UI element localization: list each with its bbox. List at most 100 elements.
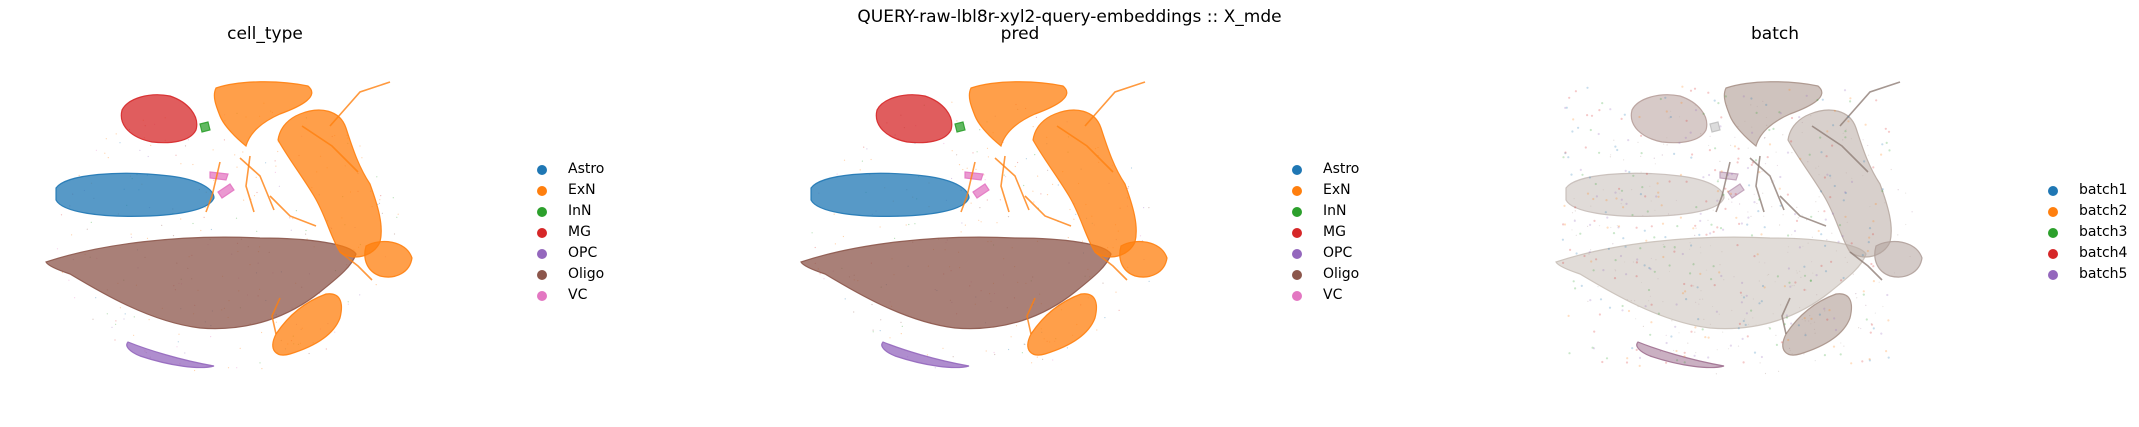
- cluster-exnRight: [364, 240, 413, 278]
- trajectory-strand: [1749, 157, 1785, 211]
- cluster-exnTop: [968, 81, 1068, 148]
- legend-marker: [537, 164, 547, 175]
- legend-item: Oligo: [537, 264, 604, 285]
- legend-item: batch2: [2048, 201, 2127, 222]
- legend-marker: [537, 227, 547, 238]
- legend-marker: [537, 290, 547, 301]
- legend-item: ExN: [537, 180, 604, 201]
- legend-marker: [537, 248, 547, 259]
- legend-label: batch4: [2079, 245, 2128, 261]
- legend-marker: [1292, 164, 1302, 175]
- trajectory-strand: [1755, 155, 1765, 213]
- figure-suptitle: QUERY-raw-lbl8r-xyl2-query-embeddings ::…: [857, 7, 1282, 27]
- legend-marker: [2048, 185, 2058, 196]
- embedding-plot-0: [45, 81, 413, 372]
- legend-cell_type: Astro ExN InN MG OPC Oligo VC: [537, 159, 604, 306]
- embedding-plot-2: [1555, 81, 1923, 375]
- cluster-exnTop: [213, 81, 313, 148]
- legend-item: MG: [537, 222, 604, 243]
- embedding-plot-1: [800, 81, 1168, 369]
- legend-marker: [537, 206, 547, 217]
- legend-item: OPC: [1292, 243, 1359, 264]
- cluster-astro: [55, 172, 215, 217]
- trajectory-strand: [1026, 297, 1036, 335]
- legend-marker: [1292, 206, 1302, 217]
- cluster-mg: [875, 94, 953, 144]
- legend-item: Oligo: [1292, 264, 1359, 285]
- trajectory-strand: [1839, 81, 1901, 127]
- cluster-exnMain: [277, 109, 382, 258]
- legend-label: batch5: [2079, 266, 2128, 282]
- cluster-inn: [954, 121, 966, 133]
- legend-item: OPC: [537, 243, 604, 264]
- legend-marker: [537, 185, 547, 196]
- cluster-exnMain: [1787, 109, 1892, 258]
- cluster-inn: [1709, 121, 1721, 133]
- legend-label: Oligo: [568, 266, 605, 282]
- legend-label: InN: [1323, 203, 1347, 219]
- legend-item: InN: [537, 201, 604, 222]
- trajectory-strand: [1811, 125, 1869, 173]
- legend-item: Astro: [537, 159, 604, 180]
- legend-label: Astro: [568, 161, 605, 177]
- trajectory-strand: [1084, 81, 1146, 127]
- legend-label: batch1: [2079, 182, 2128, 198]
- legend-item: batch4: [2048, 243, 2127, 264]
- cluster-opc: [1636, 341, 1725, 369]
- trajectory-strand: [1024, 195, 1072, 227]
- cluster-inn: [199, 121, 211, 133]
- legend-label: VC: [568, 287, 588, 303]
- trajectory-strand: [205, 161, 221, 213]
- legend-marker: [2048, 227, 2058, 238]
- trajectory-strand: [1849, 251, 1883, 281]
- cluster-opc: [881, 341, 970, 369]
- panel-title-batch: batch: [1751, 24, 1799, 44]
- legend-label: MG: [568, 224, 591, 240]
- legend-item: VC: [1292, 285, 1359, 306]
- batch-mixing-points: [1561, 85, 1891, 367]
- legend-item: InN: [1292, 201, 1359, 222]
- trajectory-strand: [960, 161, 976, 213]
- trajectory-strand: [245, 155, 255, 213]
- legend-label: ExN: [1323, 182, 1351, 198]
- legend-label: Oligo: [1323, 266, 1360, 282]
- cluster-exnRight: [1119, 240, 1168, 278]
- cluster-oligo: [1555, 236, 1867, 330]
- legend-label: Astro: [1323, 161, 1360, 177]
- legend-marker: [537, 269, 547, 280]
- legend-marker: [2048, 248, 2058, 259]
- legend-marker: [2048, 269, 2058, 280]
- cluster-oligo: [800, 236, 1112, 330]
- trajectory-strand: [1094, 251, 1128, 281]
- panel-title-cell_type: cell_type: [227, 24, 303, 44]
- trajectory-strand: [269, 195, 317, 227]
- trajectory-strand: [1000, 155, 1010, 213]
- panel-title-pred: pred: [1000, 24, 1040, 44]
- cluster-exnBottom: [1782, 293, 1853, 356]
- trajectory-strand: [994, 157, 1030, 211]
- cluster-oligo: [45, 236, 357, 330]
- cluster-exnBottom: [1027, 293, 1098, 356]
- cluster-exnMain: [1032, 109, 1137, 258]
- cluster-opc: [126, 341, 215, 369]
- legend-item: ExN: [1292, 180, 1359, 201]
- legend-item: MG: [1292, 222, 1359, 243]
- legend-marker: [1292, 269, 1302, 280]
- trajectory-strand: [1781, 297, 1791, 335]
- trajectory-strand: [339, 251, 373, 281]
- cluster-exnBottom: [272, 293, 343, 356]
- cluster-mg: [120, 94, 198, 144]
- legend-label: batch2: [2079, 203, 2128, 219]
- cluster-mg: [1630, 94, 1708, 144]
- legend-item: batch1: [2048, 180, 2127, 201]
- trajectory-strand: [1779, 195, 1827, 227]
- legend-label: batch3: [2079, 224, 2128, 240]
- trajectory-strand: [329, 81, 391, 127]
- trajectory-strand: [271, 297, 281, 335]
- cluster-astro: [810, 172, 970, 217]
- trajectory-strand: [1056, 125, 1114, 173]
- legend-label: MG: [1323, 224, 1346, 240]
- trajectory-strand: [301, 125, 359, 173]
- legend-item: batch5: [2048, 264, 2127, 285]
